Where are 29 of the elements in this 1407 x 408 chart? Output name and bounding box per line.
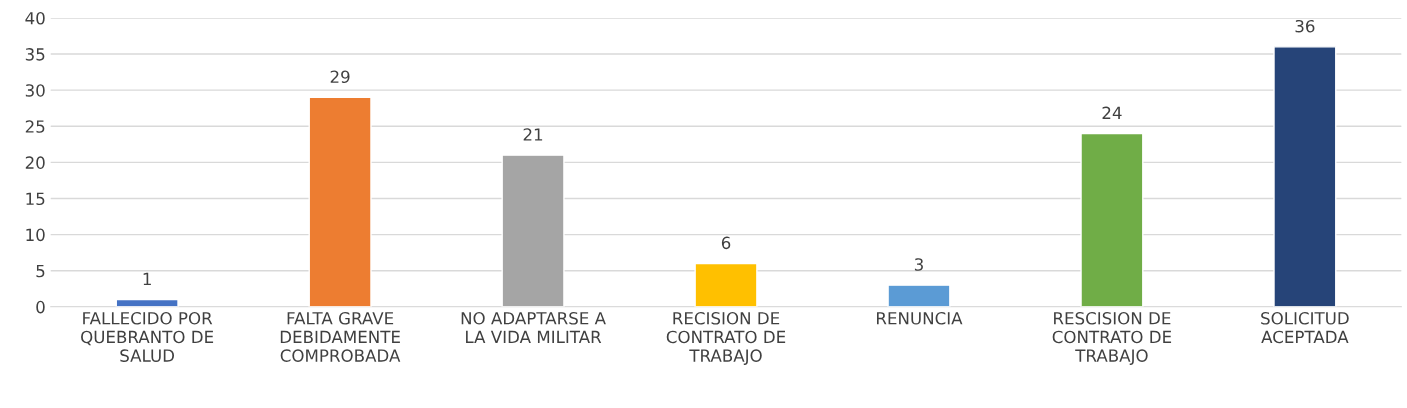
y-tick-label: 5 xyxy=(36,264,45,278)
y-tick-label: 30 xyxy=(25,84,45,97)
y-tick-label: 20 xyxy=(25,156,45,169)
bar xyxy=(694,262,758,307)
data-label: 21 xyxy=(523,128,543,141)
data-label: 24 xyxy=(1102,106,1122,119)
data-label: 6 xyxy=(721,236,731,250)
y-tick-label: 35 xyxy=(25,48,45,61)
x-tick-label: RESCISION DE CONTRATO DE TRABAJO xyxy=(1052,311,1172,365)
bar xyxy=(1273,46,1337,307)
y-tick-label: 15 xyxy=(26,192,45,206)
data-label: 36 xyxy=(1295,19,1315,33)
x-tick-label: FALTA GRAVE DEBIDAMENTE COMPROBADA xyxy=(280,311,401,362)
x-tick-label: FALLECIDO POR QUEBRANTO DE SALUD xyxy=(81,311,214,362)
y-tick-label: 0 xyxy=(36,300,45,314)
bar xyxy=(887,284,951,307)
data-label: 3 xyxy=(914,258,923,271)
bar xyxy=(1080,132,1144,307)
y-tick-label: 40 xyxy=(25,11,45,25)
y-tick-label: 25 xyxy=(25,120,45,133)
bar xyxy=(308,96,372,307)
data-label: 1 xyxy=(143,272,151,286)
y-tick-label: 10 xyxy=(26,228,45,242)
bar xyxy=(501,154,565,307)
x-tick-label: RECISION DE CONTRATO DE TRABAJO xyxy=(666,311,786,365)
x-tick-label: RENUNCIA xyxy=(877,311,963,325)
x-tick-label: SOLICITUD ACEPTADA xyxy=(1261,311,1349,344)
data-label: 29 xyxy=(330,70,350,84)
x-tick-label: NO ADAPTARSE A LA VIDA MILITAR xyxy=(461,311,606,343)
